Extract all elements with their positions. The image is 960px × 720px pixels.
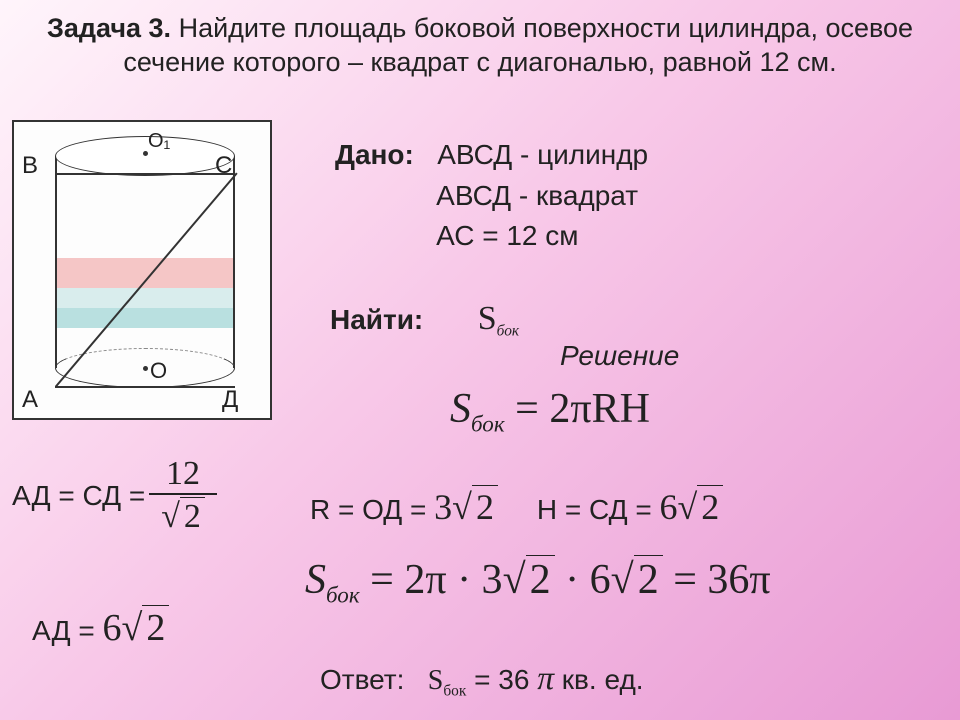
cylinder-right-edge xyxy=(233,156,235,368)
answer-label: Ответ: xyxy=(320,664,404,695)
answer-eq: = 36 xyxy=(466,664,537,695)
ad-result-prefix: АД = xyxy=(32,615,102,646)
label-o1: О₁ xyxy=(148,130,170,153)
ad-cd-denom-sqrt: 2 xyxy=(180,497,205,536)
r-prefix: R = ОД = xyxy=(310,494,434,525)
find-label: Найти: xyxy=(330,304,423,335)
ad-result-coef: 6 xyxy=(102,607,121,649)
calc-lhs-sub: бок xyxy=(326,581,360,607)
given-line1: АВСД - цилиндр xyxy=(437,139,648,170)
calc-mid: = 2π · 3 xyxy=(360,557,503,603)
h-coef: 6 xyxy=(659,487,677,527)
answer-pi: π xyxy=(537,660,554,697)
given-section: Дано: АВСД - цилиндр АВСД - квадрат АС =… xyxy=(335,135,648,257)
answer-sub: бок xyxy=(443,683,466,700)
answer-unit: кв. ед. xyxy=(554,664,644,695)
chord-ad xyxy=(55,386,235,388)
cylinder-band-teal2 xyxy=(56,308,234,328)
h-prefix: H = СД = xyxy=(537,494,660,525)
label-o: О xyxy=(150,358,167,384)
ad-cd-equation: АД = СД = 12 √2 xyxy=(12,455,217,536)
calc-result: = 36π xyxy=(663,557,771,603)
cylinder-left-edge xyxy=(55,156,57,368)
calc-mid2: · 6 xyxy=(555,557,611,603)
given-line3: АС = 12 см xyxy=(436,220,578,251)
problem-body: Найдите площадь боковой поверхности цили… xyxy=(123,13,913,77)
find-section: Найти: Sбок xyxy=(330,300,519,341)
calculation-line: Sбок = 2π · 3√2 · 6√2 = 36π xyxy=(305,555,771,608)
ad-result-line: АД = 6√2 xyxy=(32,605,169,650)
ad-cd-prefix: АД = СД = xyxy=(12,480,145,512)
cylinder-band-pink xyxy=(56,258,234,288)
ad-result-sqrt: 2 xyxy=(142,605,169,650)
label-a: А xyxy=(22,386,38,414)
r-coef: 3 xyxy=(434,487,452,527)
cylinder-band-teal1 xyxy=(56,288,234,308)
problem-title: Задача 3. xyxy=(47,13,171,43)
find-sub: бок xyxy=(497,323,519,340)
label-c: С xyxy=(215,152,232,180)
problem-statement: Задача 3. Найдите площадь боковой поверх… xyxy=(0,0,960,86)
formula-lhs: S xyxy=(450,386,471,432)
h-sqrt: 2 xyxy=(697,485,723,528)
r-sqrt: 2 xyxy=(472,485,498,528)
answer-symbol: S xyxy=(428,665,444,696)
label-d: Д xyxy=(222,386,238,414)
cylinder-diagram: В С А Д О₁ О xyxy=(12,120,272,420)
calc-lhs: S xyxy=(305,557,326,603)
chord-bc xyxy=(55,173,235,175)
given-label: Дано: xyxy=(335,139,414,170)
given-line2: АВСД - квадрат xyxy=(436,180,638,211)
center-o-dot xyxy=(143,366,148,371)
label-b: В xyxy=(22,152,38,180)
solution-label: Решение xyxy=(560,340,679,372)
formula-lhs-sub: бок xyxy=(471,410,505,436)
lateral-surface-formula: Sбок = 2πRH xyxy=(450,385,650,437)
ad-cd-numerator: 12 xyxy=(149,455,217,495)
cylinder-top-ellipse xyxy=(55,136,235,176)
find-symbol: S xyxy=(478,300,497,337)
calc-sqrt1: 2 xyxy=(526,555,555,604)
formula-rhs: = 2πRH xyxy=(505,386,650,432)
calc-sqrt2: 2 xyxy=(634,555,663,604)
r-and-h-values: R = ОД = 3√2 H = СД = 6√2 xyxy=(310,485,723,528)
answer-line: Ответ: Sбок = 36 π кв. ед. xyxy=(320,660,644,701)
